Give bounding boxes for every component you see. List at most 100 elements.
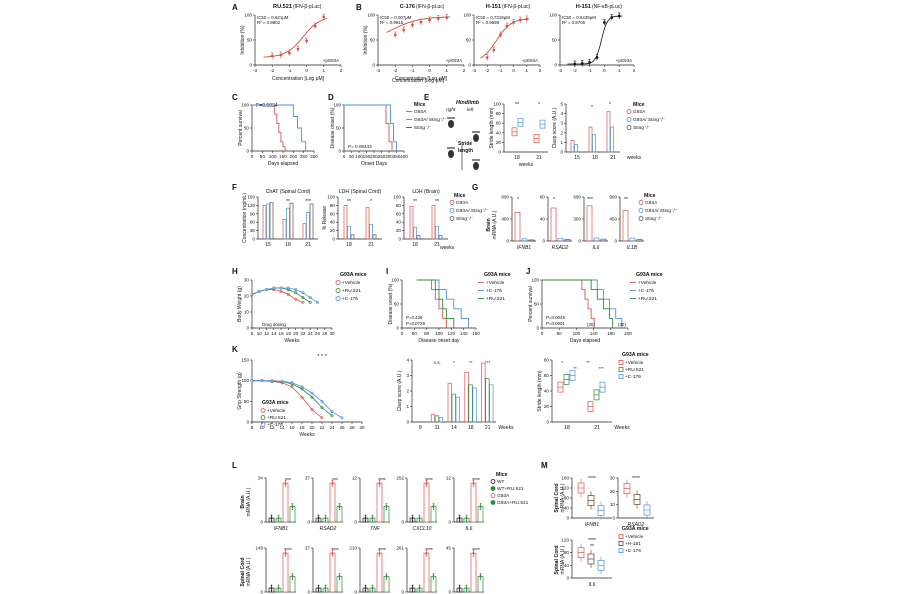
bar <box>413 226 417 240</box>
legend-title: Mice <box>644 193 656 199</box>
weight-x-tick-label: 30 <box>329 331 335 336</box>
toe-dot <box>449 147 451 149</box>
grip-y-tick-label: 150 <box>241 358 249 363</box>
data-dot <box>432 506 435 509</box>
dose-response-subtitle: (IFN-β-pLuc) <box>293 4 322 10</box>
ic50-value: IC50 = 0.621μM <box>257 15 289 20</box>
legend-label: Sting⁻/⁻ <box>414 125 432 131</box>
gene-label: TNF <box>370 526 381 532</box>
legend-label: +Vehicle <box>625 534 644 540</box>
data-dot <box>317 586 320 589</box>
significance-marker: ** <box>590 544 594 550</box>
d-x-tick-label: 100 <box>355 154 363 159</box>
data-dot <box>385 502 388 505</box>
dr-y-tick-label: 50 <box>466 38 472 43</box>
x-axis-label: weeks <box>440 245 455 251</box>
dr-x-tick-label: 0 <box>512 68 515 73</box>
data-point <box>505 24 509 28</box>
legend-swatch <box>618 367 624 372</box>
gene-label: IL6 <box>593 245 600 251</box>
data-dot <box>479 502 482 505</box>
data-dot <box>364 588 367 590</box>
legend-swatch <box>335 280 341 285</box>
bar <box>485 378 490 423</box>
l-y-tick-label: 252 <box>396 476 404 481</box>
data-dot <box>270 518 273 520</box>
panel-letter-E: E <box>424 93 430 102</box>
bar <box>477 576 484 593</box>
l-y-tick-label: 37 <box>305 546 311 551</box>
l-y-tick-label: 0 <box>307 520 310 525</box>
x-axis-label: Disease onset day <box>418 338 460 344</box>
bar <box>435 226 439 240</box>
data-dot <box>432 574 435 577</box>
weight-y-tick-label: 30 <box>244 278 250 283</box>
data-dot <box>411 584 414 587</box>
legend-label: +C-176 <box>625 548 641 554</box>
bar <box>447 382 452 423</box>
data-dot <box>479 572 482 575</box>
weight-x-tick-label: 24 <box>308 331 314 336</box>
legend-swatch <box>490 486 496 491</box>
data-dot <box>338 504 341 507</box>
data-dot <box>472 479 475 482</box>
survival-j-y-tick-label: 50 <box>534 302 540 307</box>
data-dot <box>291 506 294 509</box>
data-dot <box>270 586 273 589</box>
c-x-tick-label: 250 <box>300 154 308 159</box>
significance-marker: ** <box>413 199 417 205</box>
gene-label: RSAD2 <box>552 245 569 251</box>
bar <box>434 415 440 423</box>
ic50-value: IC50 = 0.6439μM <box>562 15 596 20</box>
bar <box>376 482 383 523</box>
grip-x-tick-label: 12 <box>269 425 275 430</box>
tissue-label: Brain <box>486 218 492 231</box>
legend-swatch <box>490 500 496 505</box>
significance-marker: ** <box>624 197 628 203</box>
f-y-tick-label: 30 <box>250 228 256 233</box>
dr-x-tick-label: 2 <box>633 68 636 73</box>
dr-x-tick-label: -3 <box>253 68 258 73</box>
data-dot <box>385 508 388 510</box>
data-point <box>485 56 489 59</box>
onset-i-x-tick-label: 120 <box>447 331 455 336</box>
data-dot <box>364 584 367 587</box>
d-y-tick-label: 0 <box>338 149 341 154</box>
paw-icon <box>448 150 454 158</box>
onset-i-x-tick-label: 60 <box>412 331 418 336</box>
k2-y-tick-label: 0 <box>406 420 409 425</box>
gene-label: IL1B <box>627 245 638 251</box>
m-y-tick-label: 80 <box>564 496 570 501</box>
data-dot <box>411 518 414 520</box>
data-dot <box>338 572 341 575</box>
bar <box>455 396 460 423</box>
data-dot <box>277 588 280 590</box>
y-axis-label: mRNA (A.U.) <box>492 210 498 239</box>
data-point <box>411 23 414 27</box>
data-point <box>588 61 591 64</box>
legend-swatch <box>490 493 496 498</box>
dr-x-tick-label: 1 <box>446 68 449 73</box>
bar <box>409 205 414 240</box>
data-dot <box>291 574 294 577</box>
y-axis-label: mRNA (A.U.) <box>246 557 252 586</box>
toe-dot <box>447 147 449 149</box>
bar <box>282 552 289 593</box>
data-dot <box>331 553 334 555</box>
bar <box>592 134 596 153</box>
dose-response-title: H-151 <box>576 4 591 10</box>
fit-curve <box>263 18 328 58</box>
bar <box>557 237 564 242</box>
significance-marker: **** <box>472 548 480 554</box>
k3-y-tick-label: 20 <box>544 404 550 409</box>
toe-dot <box>478 159 480 161</box>
data-dot <box>385 576 388 579</box>
y-axis-label: Inhibition (%) <box>363 25 369 55</box>
data-point <box>305 39 308 43</box>
stride-label: Stride <box>458 141 472 147</box>
data-dot <box>277 514 280 517</box>
bar <box>481 362 486 423</box>
x-tick-label: 21 <box>305 242 311 248</box>
f-y-tick-label: 150 <box>247 195 255 200</box>
bar <box>309 203 314 240</box>
